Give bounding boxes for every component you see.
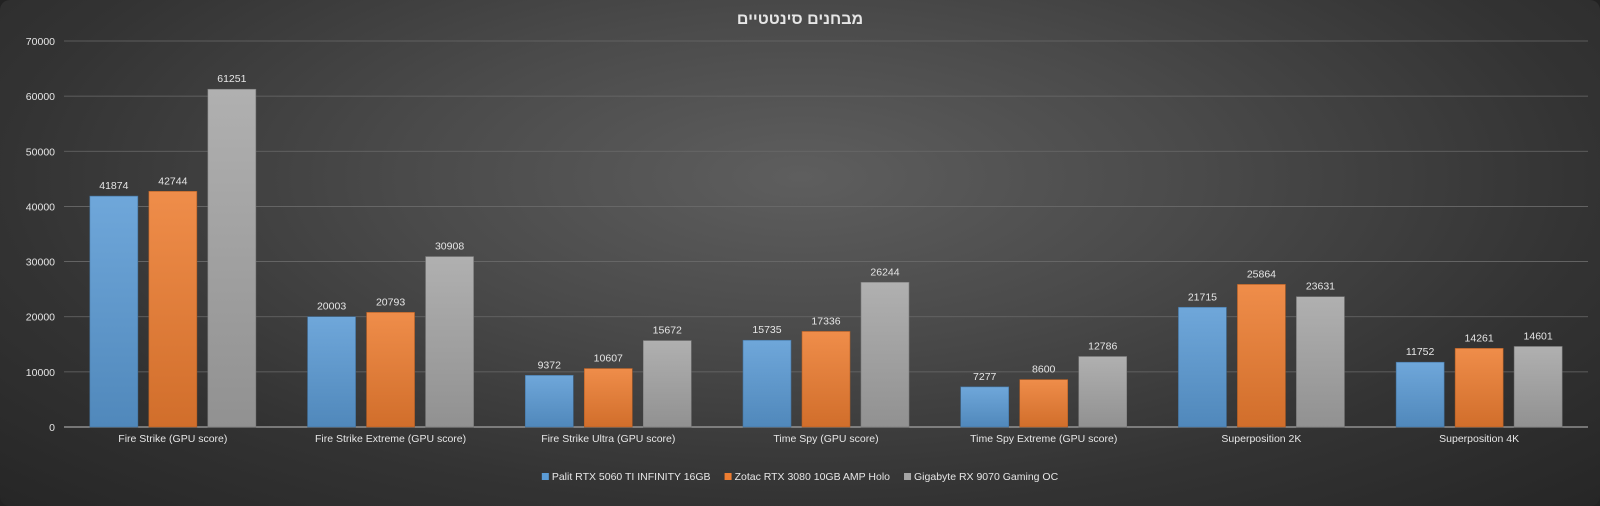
data-label: 21715 [1188, 291, 1217, 303]
legend-swatch [541, 473, 549, 480]
data-label: 23631 [1306, 281, 1335, 293]
bar [1513, 346, 1563, 428]
y-tick-label: 0 [49, 422, 55, 434]
bar [366, 312, 415, 428]
data-label: 15672 [653, 325, 682, 337]
legend-label: Gigabyte RX 9070 Gaming OC [914, 471, 1059, 483]
legend-item: Gigabyte RX 9070 Gaming OC [904, 471, 1059, 483]
bar [1395, 361, 1445, 428]
data-label: 61251 [217, 73, 246, 85]
x-tick-label: Fire Strike Ultra (GPU score) [541, 433, 675, 445]
x-tick-label: Superposition 4K [1439, 433, 1519, 445]
x-tick-label: Fire Strike (GPU score) [118, 433, 227, 445]
legend-label: Zotac RTX 3080 10GB AMP Holo [735, 471, 891, 483]
data-label: 41874 [99, 180, 128, 192]
y-axis: 0 10000 20000 30000 40000 50000 60000 70000 [26, 36, 55, 434]
data-label: 14261 [1465, 332, 1494, 344]
bars [89, 88, 1563, 428]
y-tick-label: 20000 [26, 312, 55, 324]
bar [307, 316, 356, 428]
y-tick-label: 10000 [26, 367, 55, 379]
bar [207, 88, 257, 428]
bar [524, 375, 574, 428]
y-tick-label: 30000 [26, 257, 55, 269]
y-tick-label: 60000 [26, 91, 55, 103]
y-tick-label: 40000 [26, 201, 55, 213]
legend-label: Palit RTX 5060 TI INFINITY 16GB [552, 471, 711, 483]
data-label: 8600 [1032, 364, 1056, 376]
data-label: 12786 [1088, 340, 1117, 352]
bar [148, 190, 198, 428]
legend-item: Zotac RTX 3080 10GB AMP Holo [724, 471, 891, 483]
data-label: 30908 [435, 241, 464, 253]
bar [801, 331, 851, 428]
legend-swatch [724, 473, 732, 480]
x-tick-label: Time Spy (GPU score) [773, 433, 878, 445]
bar [860, 281, 910, 428]
bar [642, 340, 692, 428]
bar [1454, 348, 1504, 428]
bar [583, 368, 633, 428]
x-axis: Fire Strike (GPU score) Fire Strike Extre… [118, 433, 1519, 445]
data-label: 26244 [870, 266, 899, 278]
y-tick-label: 50000 [26, 146, 55, 158]
data-label: 15735 [752, 324, 781, 336]
y-tick-label: 70000 [26, 36, 55, 48]
data-label: 17336 [811, 315, 840, 327]
bar [1178, 306, 1227, 428]
bar [1296, 296, 1345, 428]
data-label: 9372 [538, 359, 562, 371]
legend: Palit RTX 5060 TI INFINITY 16GB Zotac RTX… [541, 471, 1059, 483]
data-label: 14601 [1524, 330, 1553, 342]
data-label: 7277 [973, 371, 997, 383]
x-tick-label: Fire Strike Extreme (GPU score) [315, 433, 466, 445]
data-label: 11752 [1406, 346, 1435, 358]
bar [1019, 379, 1069, 428]
x-tick-label: Time Spy Extreme (GPU score) [970, 433, 1117, 445]
data-label: 20793 [376, 296, 405, 308]
data-labels: 41874 42744 61251 20003 20793 30908 9372 10607 1… [99, 73, 1553, 383]
chart-title: מבחנים סינטטיים [737, 11, 863, 28]
bar [1078, 356, 1128, 428]
bar [960, 386, 1010, 428]
legend-item: Palit RTX 5060 TI INFINITY 16GB [541, 471, 711, 483]
bar [89, 195, 139, 428]
data-label: 42744 [158, 175, 187, 187]
data-label: 20003 [317, 301, 346, 313]
data-label: 10607 [594, 353, 623, 365]
bar [742, 339, 792, 428]
data-label: 25864 [1247, 268, 1276, 280]
bar [425, 256, 474, 428]
legend-swatch [904, 473, 912, 480]
bar [1237, 284, 1286, 428]
x-tick-label: Superposition 2K [1221, 433, 1301, 445]
